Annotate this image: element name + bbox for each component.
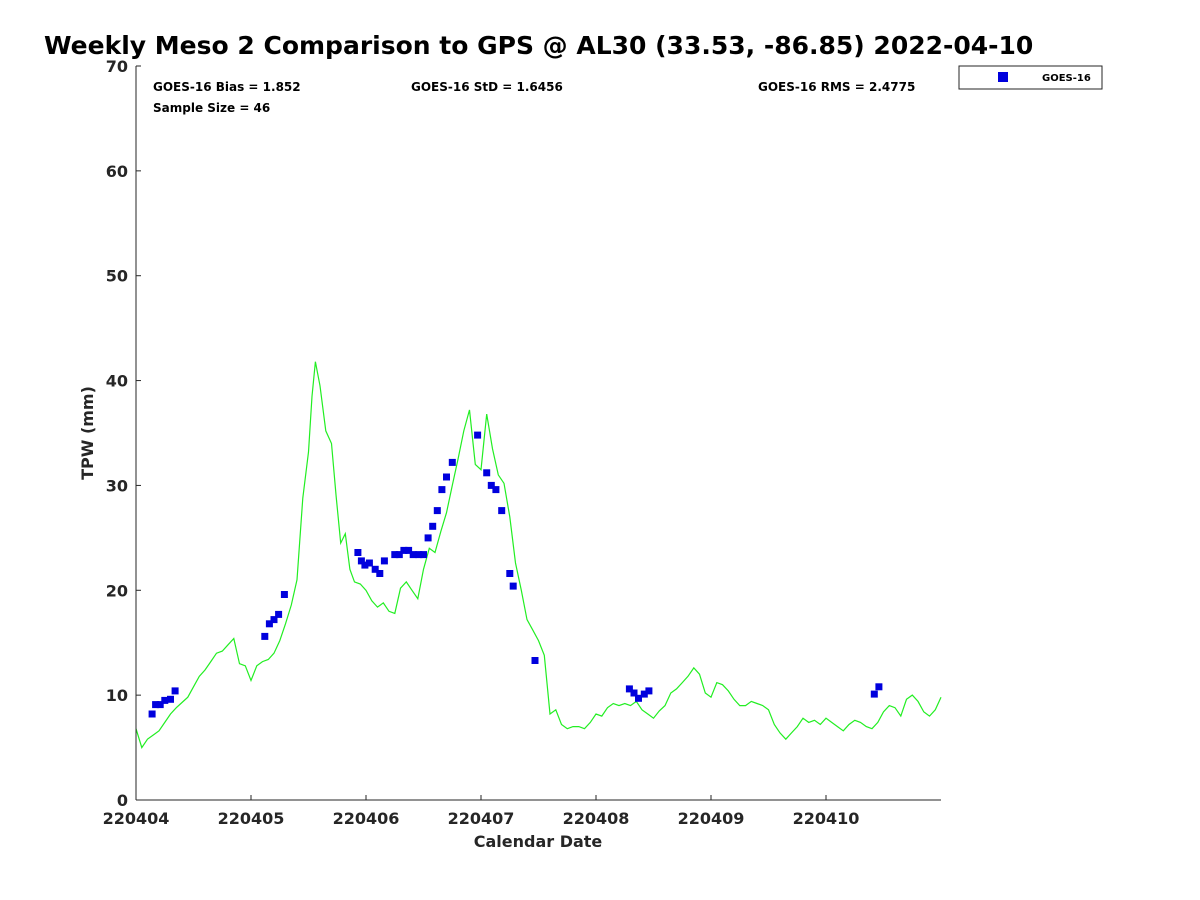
x-axis-label: Calendar Date	[474, 832, 603, 851]
sample-size-stat: Sample Size = 46	[153, 101, 270, 115]
std-stat: GOES-16 StD = 1.6456	[411, 80, 563, 94]
y-axis-ticks: 0 10 20 30 40 50 60 70	[106, 57, 141, 810]
goes16-point	[531, 657, 539, 664]
x-axis-ticks: 220404 220405 220406 220407 220408 220409 2204…	[103, 795, 860, 828]
goes16-point	[429, 522, 437, 530]
goes16-point	[400, 546, 408, 554]
goes16-point	[487, 481, 495, 489]
x-tick-label: 220404	[103, 809, 170, 828]
rms-stat: GOES-16 RMS = 2.4775	[758, 80, 915, 94]
x-tick-label: 220408	[563, 809, 630, 828]
legend-box	[958, 65, 1103, 90]
x-tick-label: 220407	[448, 809, 515, 828]
x-tick-label: 220406	[333, 809, 400, 828]
goes16-point	[391, 551, 399, 559]
goes16-point	[354, 549, 362, 556]
goes16-point	[443, 473, 450, 481]
goes16-point	[395, 551, 403, 559]
goes16-point	[415, 551, 423, 559]
goes16-point	[148, 710, 156, 718]
goes16-series-layer	[148, 431, 883, 718]
goes16-point	[380, 557, 388, 565]
goes16-point	[875, 683, 883, 691]
y-tick-label: 70	[106, 57, 128, 76]
goes16-point	[506, 570, 514, 577]
y-tick-label: 40	[106, 372, 128, 391]
goes16-point	[261, 632, 269, 640]
goes16-point	[409, 551, 417, 559]
goes16-point	[405, 546, 413, 554]
x-tick-label: 220405	[218, 809, 285, 828]
goes16-point	[630, 689, 638, 697]
gps-series-layer	[135, 361, 942, 749]
plot-background	[136, 66, 941, 800]
y-tick-label: 60	[106, 162, 128, 181]
goes16-point	[156, 701, 164, 709]
goes16-point	[438, 486, 446, 494]
goes16-point	[420, 551, 427, 559]
plot-area	[135, 66, 942, 801]
goes16-point	[640, 690, 648, 698]
goes16-point	[376, 570, 384, 577]
goes16-point	[152, 701, 160, 709]
goes16-point	[492, 486, 500, 494]
goes16-point	[483, 469, 491, 477]
goes16-point	[171, 687, 179, 695]
goes16-point	[645, 687, 653, 695]
legend: GOES-16	[958, 65, 1103, 90]
gps-tpw-line	[135, 361, 942, 749]
goes16-point	[870, 690, 878, 698]
goes16-point	[161, 696, 169, 704]
goes16-point	[357, 557, 365, 565]
goes16-point	[625, 685, 633, 693]
x-tick-label: 220409	[678, 809, 745, 828]
chart-title: Weekly Meso 2 Comparison to GPS @ AL30 (…	[44, 31, 1033, 60]
goes16-point	[448, 458, 456, 466]
goes16-point	[424, 534, 432, 542]
goes16-point	[509, 582, 517, 590]
legend-label: GOES-16	[1042, 73, 1091, 84]
legend-marker	[998, 72, 1008, 82]
y-axis-label: TPW (mm)	[78, 386, 97, 480]
y-tick-label: 50	[106, 267, 128, 286]
goes16-point	[371, 565, 379, 573]
goes16-point	[265, 620, 273, 628]
x-tick-label: 220410	[793, 809, 860, 828]
goes16-point	[474, 431, 482, 439]
goes16-point	[433, 507, 441, 515]
goes16-point	[167, 695, 174, 703]
goes16-point	[280, 591, 288, 598]
goes16-point	[498, 507, 506, 515]
goes16-point	[635, 694, 642, 702]
y-tick-label: 0	[117, 791, 128, 810]
bias-stat: GOES-16 Bias = 1.852	[153, 80, 301, 94]
goes16-point	[361, 561, 369, 569]
goes16-point	[270, 616, 278, 624]
y-tick-label: 20	[106, 581, 128, 600]
goes16-point	[365, 559, 373, 567]
y-tick-label: 10	[106, 686, 128, 705]
goes16-point	[275, 610, 283, 618]
y-tick-label: 30	[106, 476, 128, 495]
